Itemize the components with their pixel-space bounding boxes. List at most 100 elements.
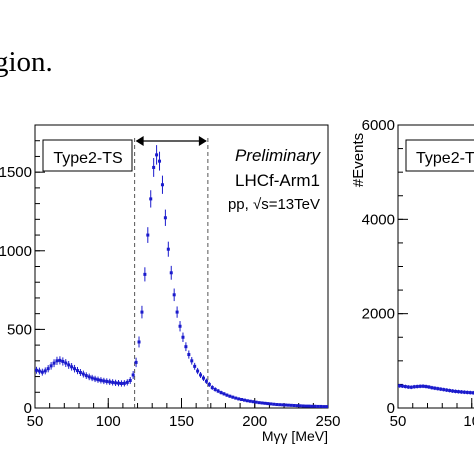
data-point: [93, 377, 97, 381]
y-tick-label: 1500: [0, 164, 32, 181]
data-point: [222, 392, 226, 396]
data-point: [325, 405, 329, 409]
data-point: [78, 370, 82, 374]
data-point: [137, 340, 141, 344]
data-point: [415, 385, 419, 389]
data-point: [322, 405, 326, 409]
data-point: [181, 335, 185, 339]
data-point: [301, 404, 305, 408]
data-point: [169, 271, 173, 275]
data-point: [213, 387, 217, 391]
data-point: [143, 272, 147, 276]
data-point: [70, 365, 74, 369]
data-point: [242, 398, 246, 402]
data-point: [140, 310, 144, 314]
data-point: [187, 353, 191, 357]
x-tick-label: 50: [27, 413, 44, 430]
data-point: [462, 390, 466, 394]
left-annotation-preliminary: Preliminary: [235, 146, 322, 165]
data-point: [193, 364, 197, 368]
left-xlabel: Mγγ [MeV]: [262, 428, 328, 444]
data-point: [459, 390, 463, 394]
data-point: [146, 233, 150, 237]
right-label-box-text: Type2-TS: [416, 150, 474, 167]
data-point: [310, 404, 314, 408]
data-point: [319, 404, 323, 408]
data-point: [266, 402, 270, 406]
data-point: [454, 389, 458, 393]
y-tick-label: 0: [24, 400, 32, 417]
x-tick-label: 200: [242, 413, 267, 430]
data-point: [295, 404, 299, 408]
right-data-points: [397, 383, 474, 395]
data-point: [149, 197, 153, 201]
data-point: [286, 403, 290, 407]
data-point: [251, 400, 255, 404]
data-point: [155, 153, 159, 157]
left-annotation-detector: LHCf-Arm1: [235, 171, 320, 190]
data-point: [237, 397, 241, 401]
data-point: [424, 385, 428, 389]
data-point: [84, 374, 88, 378]
data-point: [128, 378, 132, 382]
data-point: [108, 380, 112, 384]
data-point: [275, 403, 279, 407]
data-point: [304, 404, 308, 408]
y-tick-label: 4000: [362, 211, 395, 228]
left-label-box: [42, 139, 133, 172]
data-point: [406, 385, 410, 389]
data-point: [269, 402, 273, 406]
data-point: [34, 368, 38, 372]
x-tick-label: 10: [463, 413, 474, 430]
data-point: [240, 398, 244, 402]
data-point: [289, 403, 293, 407]
data-point: [412, 385, 416, 389]
page-text-fragment: gion.: [0, 46, 53, 78]
data-point: [67, 363, 71, 367]
data-point: [219, 391, 223, 395]
data-point: [73, 367, 77, 371]
data-point: [284, 403, 288, 407]
data-point: [403, 385, 407, 389]
left-annotation-energy: pp, √s=13TeV: [228, 196, 320, 213]
right-panel: 50 10 0 2000 4000 6000 Type2-TS #Events: [350, 117, 474, 430]
data-point: [427, 385, 431, 389]
data-point: [451, 389, 455, 393]
data-point: [228, 394, 232, 398]
data-point: [281, 403, 285, 407]
window-arrow-left-head: [135, 136, 144, 146]
data-point: [163, 216, 167, 220]
data-point: [111, 380, 115, 384]
data-point: [234, 396, 238, 400]
data-point: [119, 381, 123, 385]
data-point: [316, 404, 320, 408]
data-point: [75, 369, 79, 373]
data-point: [43, 369, 47, 373]
data-point: [102, 379, 106, 383]
data-point: [52, 361, 56, 365]
data-point: [37, 369, 41, 373]
data-point: [58, 358, 62, 362]
data-point: [201, 376, 205, 380]
data-point: [204, 379, 208, 383]
data-point: [158, 159, 162, 163]
data-point: [61, 359, 65, 363]
left-label-box-text: Type2-TS: [53, 150, 122, 167]
data-point: [49, 364, 53, 368]
data-point: [471, 391, 474, 395]
data-point: [418, 384, 422, 388]
y-tick-label: 0: [387, 400, 395, 417]
data-point: [190, 359, 194, 363]
data-point: [430, 386, 434, 390]
data-point: [178, 324, 182, 328]
right-label-box: [405, 139, 474, 172]
data-point: [439, 387, 443, 391]
data-point: [263, 401, 267, 405]
data-point: [445, 388, 449, 392]
y-tick-label: 1000: [0, 243, 32, 260]
data-point: [260, 401, 264, 405]
data-point: [400, 384, 404, 388]
data-point: [114, 381, 118, 385]
x-tick-label: 100: [96, 413, 121, 430]
